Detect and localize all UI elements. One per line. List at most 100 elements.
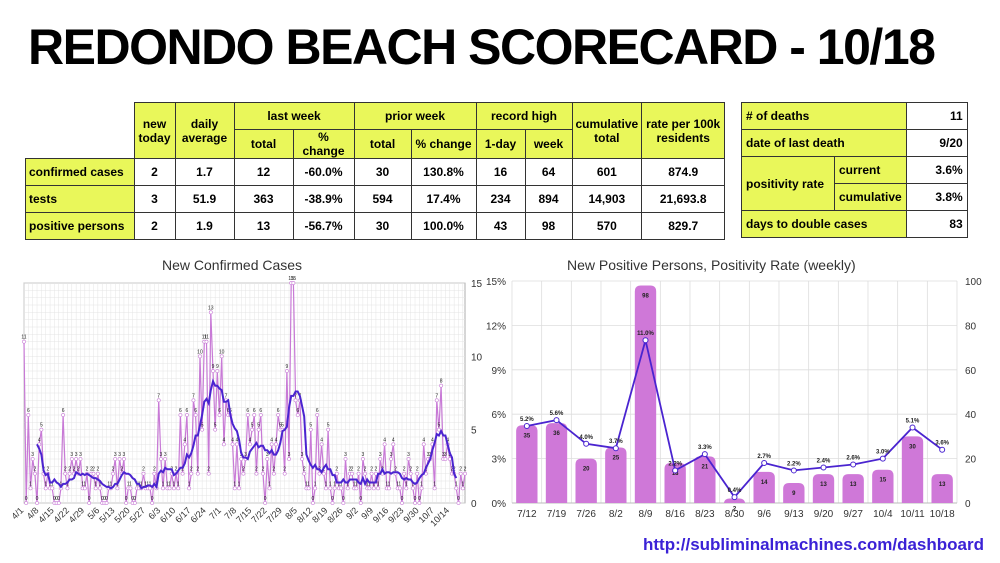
chart2-rate-label: 2.4% <box>817 458 831 464</box>
chart2-x-tick: 8/9 <box>639 509 653 520</box>
chart1-daily-label: 4 <box>320 437 323 443</box>
chart1-daily-point <box>185 413 189 417</box>
scorecard-table: new today daily average last week prior … <box>25 102 726 240</box>
chart1-daily-label: 7 <box>294 393 297 399</box>
chart1-daily-point <box>193 413 198 417</box>
chart1-daily-label: 1 <box>366 481 369 487</box>
chart1-daily-label: 10 <box>197 349 203 355</box>
header-last-total: total <box>233 129 294 159</box>
chart1-daily-point <box>369 471 374 476</box>
chart1-daily-label: 3 <box>244 452 247 458</box>
chart2-rate-point <box>523 423 530 430</box>
chart1-daily-label: 5 <box>214 423 217 429</box>
chart2-rate-point <box>761 460 768 467</box>
table-cell: 829.7 <box>641 212 726 240</box>
chart2-rate-label: 3.0% <box>876 450 890 456</box>
chart1-daily-label: 13 <box>208 305 214 311</box>
chart1-daily-label: 3 <box>379 452 382 458</box>
chart1-daily-label: 2 <box>416 467 419 473</box>
chart1-daily-point <box>113 457 118 461</box>
chart1-daily-point <box>215 369 220 373</box>
chart1-daily-label: 4 <box>392 437 395 443</box>
chart2-rate-point <box>612 445 619 452</box>
chart1-daily-point <box>350 471 354 476</box>
header-record-week: week <box>524 129 573 159</box>
chart2-bar-label: 13 <box>939 482 946 488</box>
chart1-daily-point <box>65 486 70 491</box>
chart1-x-tick: 9/2 <box>344 505 360 521</box>
chart1-daily-label: 2 <box>181 467 184 473</box>
chart1-daily-point <box>317 471 322 476</box>
table-cell: 2 <box>133 212 176 240</box>
chart1-daily-label: 3 <box>390 452 393 458</box>
chart1-daily-point <box>454 486 459 491</box>
chart1-daily-point <box>419 486 424 491</box>
chart2-y-right-tick: 80 <box>965 321 977 332</box>
chart1-daily-label: 1 <box>233 481 236 487</box>
chart1-daily-label: 2 <box>86 467 89 473</box>
chart2-bar <box>753 471 775 503</box>
chart1-daily-point <box>161 486 165 491</box>
chart1-daily-label: 1 <box>177 481 180 487</box>
header-cumulative-total: cumulative total <box>571 102 643 159</box>
chart1-daily-point <box>291 281 296 285</box>
chart1-daily-label: 4 <box>275 437 278 443</box>
chart2-bar <box>545 423 568 503</box>
chart2-bar <box>901 436 924 503</box>
chart1-daily-label: 2 <box>283 467 286 473</box>
chart1-daily-point <box>43 486 48 491</box>
chart1-daily-point <box>200 427 205 432</box>
table-cell: 30 <box>353 212 412 240</box>
chart1-daily-point <box>330 501 335 505</box>
chart1-daily-point <box>326 427 331 432</box>
chart2-rate-point <box>731 494 738 501</box>
chart1-daily-label: 1 <box>455 481 458 487</box>
chart2-x-tick: 8/23 <box>695 509 715 520</box>
chart1-daily-label: 1 <box>405 481 408 487</box>
chart2-bar-label: 14 <box>761 480 768 486</box>
chart2-rate-label: 3.6% <box>935 441 949 447</box>
chart1-daily-point <box>91 471 96 476</box>
chart1-daily-point <box>321 471 326 476</box>
chart1-daily-point <box>252 413 257 417</box>
chart1-daily-point <box>241 471 246 476</box>
chart1-daily-point <box>150 501 155 505</box>
chart1-title: New Confirmed Cases <box>162 257 303 273</box>
chart1-daily-label: 1 <box>51 481 54 487</box>
chart1-daily-point <box>363 471 367 476</box>
chart1-daily-label: 2 <box>348 467 351 473</box>
chart1-x-tick: 8/26 <box>325 505 344 524</box>
chart1-daily-label: 0 <box>131 496 134 502</box>
deaths-label: # of deaths <box>741 102 907 130</box>
chart1-daily-line <box>23 282 466 504</box>
table-cell: 100.0% <box>410 212 477 240</box>
chart2-bar <box>516 425 538 503</box>
chart1-daily-label: 1 <box>94 481 97 487</box>
chart1-daily-label: 1 <box>60 481 63 487</box>
chart2-y-right-tick: 60 <box>965 366 977 377</box>
chart1-daily-label: 5 <box>40 423 43 429</box>
chart2-rate-label: 2.6% <box>846 456 860 462</box>
chart1-daily-label: 2 <box>153 467 156 473</box>
chart2-rate-label: 5.2% <box>520 417 534 423</box>
chart1-average-line <box>36 378 458 490</box>
chart1-daily-label: 6 <box>27 408 30 414</box>
chart2-rate-point <box>642 337 649 344</box>
chart1-daily-label: 1 <box>127 481 130 487</box>
chart1-daily-label: 0 <box>103 496 106 502</box>
chart1-y-tick: 0 <box>471 499 477 510</box>
chart1-daily-label: 2 <box>255 467 258 473</box>
chart1-daily-label: 1 <box>44 481 47 487</box>
chart1-daily-point <box>180 471 185 476</box>
chart1-daily-point <box>389 457 394 461</box>
chart1-daily-label: 0 <box>88 496 91 502</box>
chart1-daily-point <box>463 471 467 476</box>
dashboard-link[interactable]: http://subliminalmachines.com/dashboard <box>643 535 984 554</box>
chart1-daily-label: 2 <box>33 467 36 473</box>
table-cell: 1.9 <box>174 212 235 240</box>
chart1-daily-label: 15 <box>288 276 294 282</box>
chart2-x-tick: 8/16 <box>665 509 685 520</box>
chart1-daily-label: 15 <box>291 276 297 282</box>
chart1-daily-label: 1 <box>144 481 147 487</box>
